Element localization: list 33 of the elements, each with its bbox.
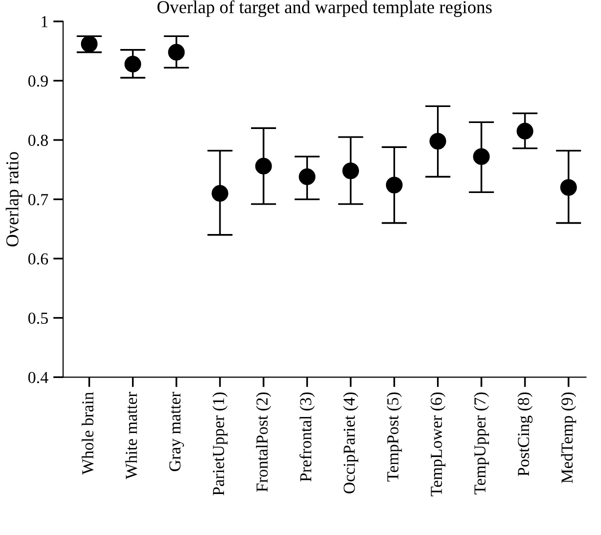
point (168, 44, 185, 61)
y-tick-label: 1 (42, 16, 48, 28)
y-tick-label: 0.9 (28, 75, 48, 87)
x-tick-label: TempLower (6) (430, 392, 446, 496)
point (473, 148, 490, 165)
x-tick-label: PostCing (8) (517, 392, 533, 476)
x-tick-label: Prefrontal (3) (299, 392, 315, 482)
y-tick-label: 0.8 (28, 134, 48, 146)
y-tick-label: 0.4 (28, 372, 48, 384)
point (386, 176, 403, 194)
point (342, 162, 360, 180)
x-tick-label: White matter (125, 392, 138, 480)
y-tick-label: 0.5 (28, 312, 48, 324)
x-tick-label: Gray matter (169, 392, 184, 472)
y-tick-label: 0.6 (28, 253, 48, 265)
x-tick-label: OccipPariet (4) (343, 392, 358, 494)
y-tick-label: 0.7 (28, 194, 48, 206)
x-tick-label: ParietUpper (1) (212, 392, 228, 496)
point (255, 158, 272, 174)
point (212, 185, 228, 202)
chart-title: Overlap of target and warped template regions (157, 0, 492, 17)
point (516, 122, 534, 140)
point (80, 36, 98, 52)
point (560, 179, 577, 196)
x-tick-label: Whole brain (82, 392, 94, 475)
x-tick-label: TempUpper (7) (474, 392, 489, 494)
x-tick-label: MedTemp (9) (560, 392, 576, 484)
point (124, 56, 142, 72)
y-axis-title: Overlap ratio (6, 152, 22, 246)
x-tick-label: FrontalPost (2) (256, 392, 272, 492)
x-tick-label: TempPost (5) (386, 392, 402, 482)
point (429, 132, 446, 150)
point (298, 168, 316, 186)
